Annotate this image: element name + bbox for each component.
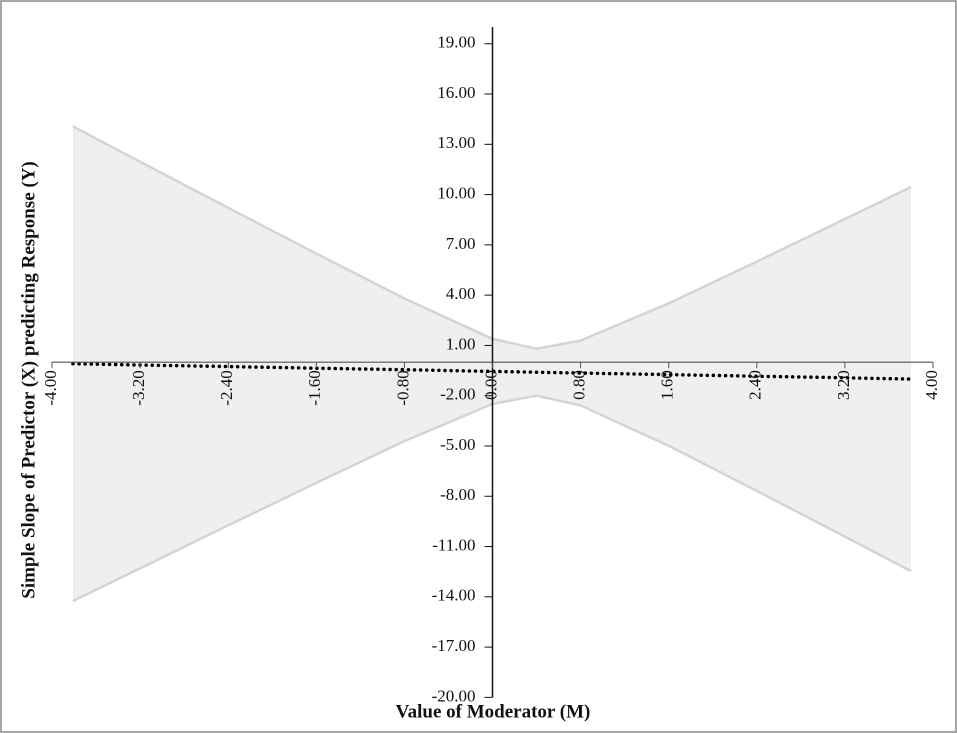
x-tick-label: 2.40 (746, 370, 765, 400)
y-tick-label: -14.00 (432, 586, 476, 605)
simple-slope-line (71, 361, 913, 381)
y-tick-label: 4.00 (446, 284, 476, 303)
x-tick-label: -2.40 (217, 370, 236, 405)
x-tick-label: 4.00 (922, 370, 941, 400)
x-tick-label: 1.60 (658, 370, 677, 400)
y-tick-label: -20.00 (432, 686, 476, 705)
y-tick-label: 1.00 (446, 334, 476, 353)
y-tick-label: 7.00 (446, 234, 476, 253)
x-tick-label: 3.20 (834, 370, 853, 400)
y-tick-label: -17.00 (432, 636, 476, 655)
y-tick-label: -8.00 (440, 485, 475, 504)
y-tick-label: 16.00 (437, 83, 475, 102)
band-edge (72, 394, 912, 603)
y-tick-label: -11.00 (432, 535, 475, 554)
y-axis-label: Simple Slope of Predictor (X) predicting… (18, 161, 39, 599)
x-tick-label: -1.60 (305, 370, 324, 405)
y-tick-label: 13.00 (437, 133, 475, 152)
y-tick-label: -2.00 (440, 385, 475, 404)
y-tick-label: 19.00 (437, 33, 475, 52)
x-axis-label: Value of Moderator (M) (396, 701, 591, 722)
x-tick-label: 0.80 (570, 370, 589, 400)
x-tick-label: -3.20 (129, 370, 148, 405)
y-tick-label: -5.00 (440, 435, 475, 454)
x-tick-label: -4.00 (41, 370, 60, 405)
x-tick-label: -0.80 (393, 370, 412, 405)
y-tick-label: 10.00 (437, 183, 475, 202)
band-edge (72, 125, 912, 351)
x-tick-label: 0.00 (481, 370, 500, 400)
